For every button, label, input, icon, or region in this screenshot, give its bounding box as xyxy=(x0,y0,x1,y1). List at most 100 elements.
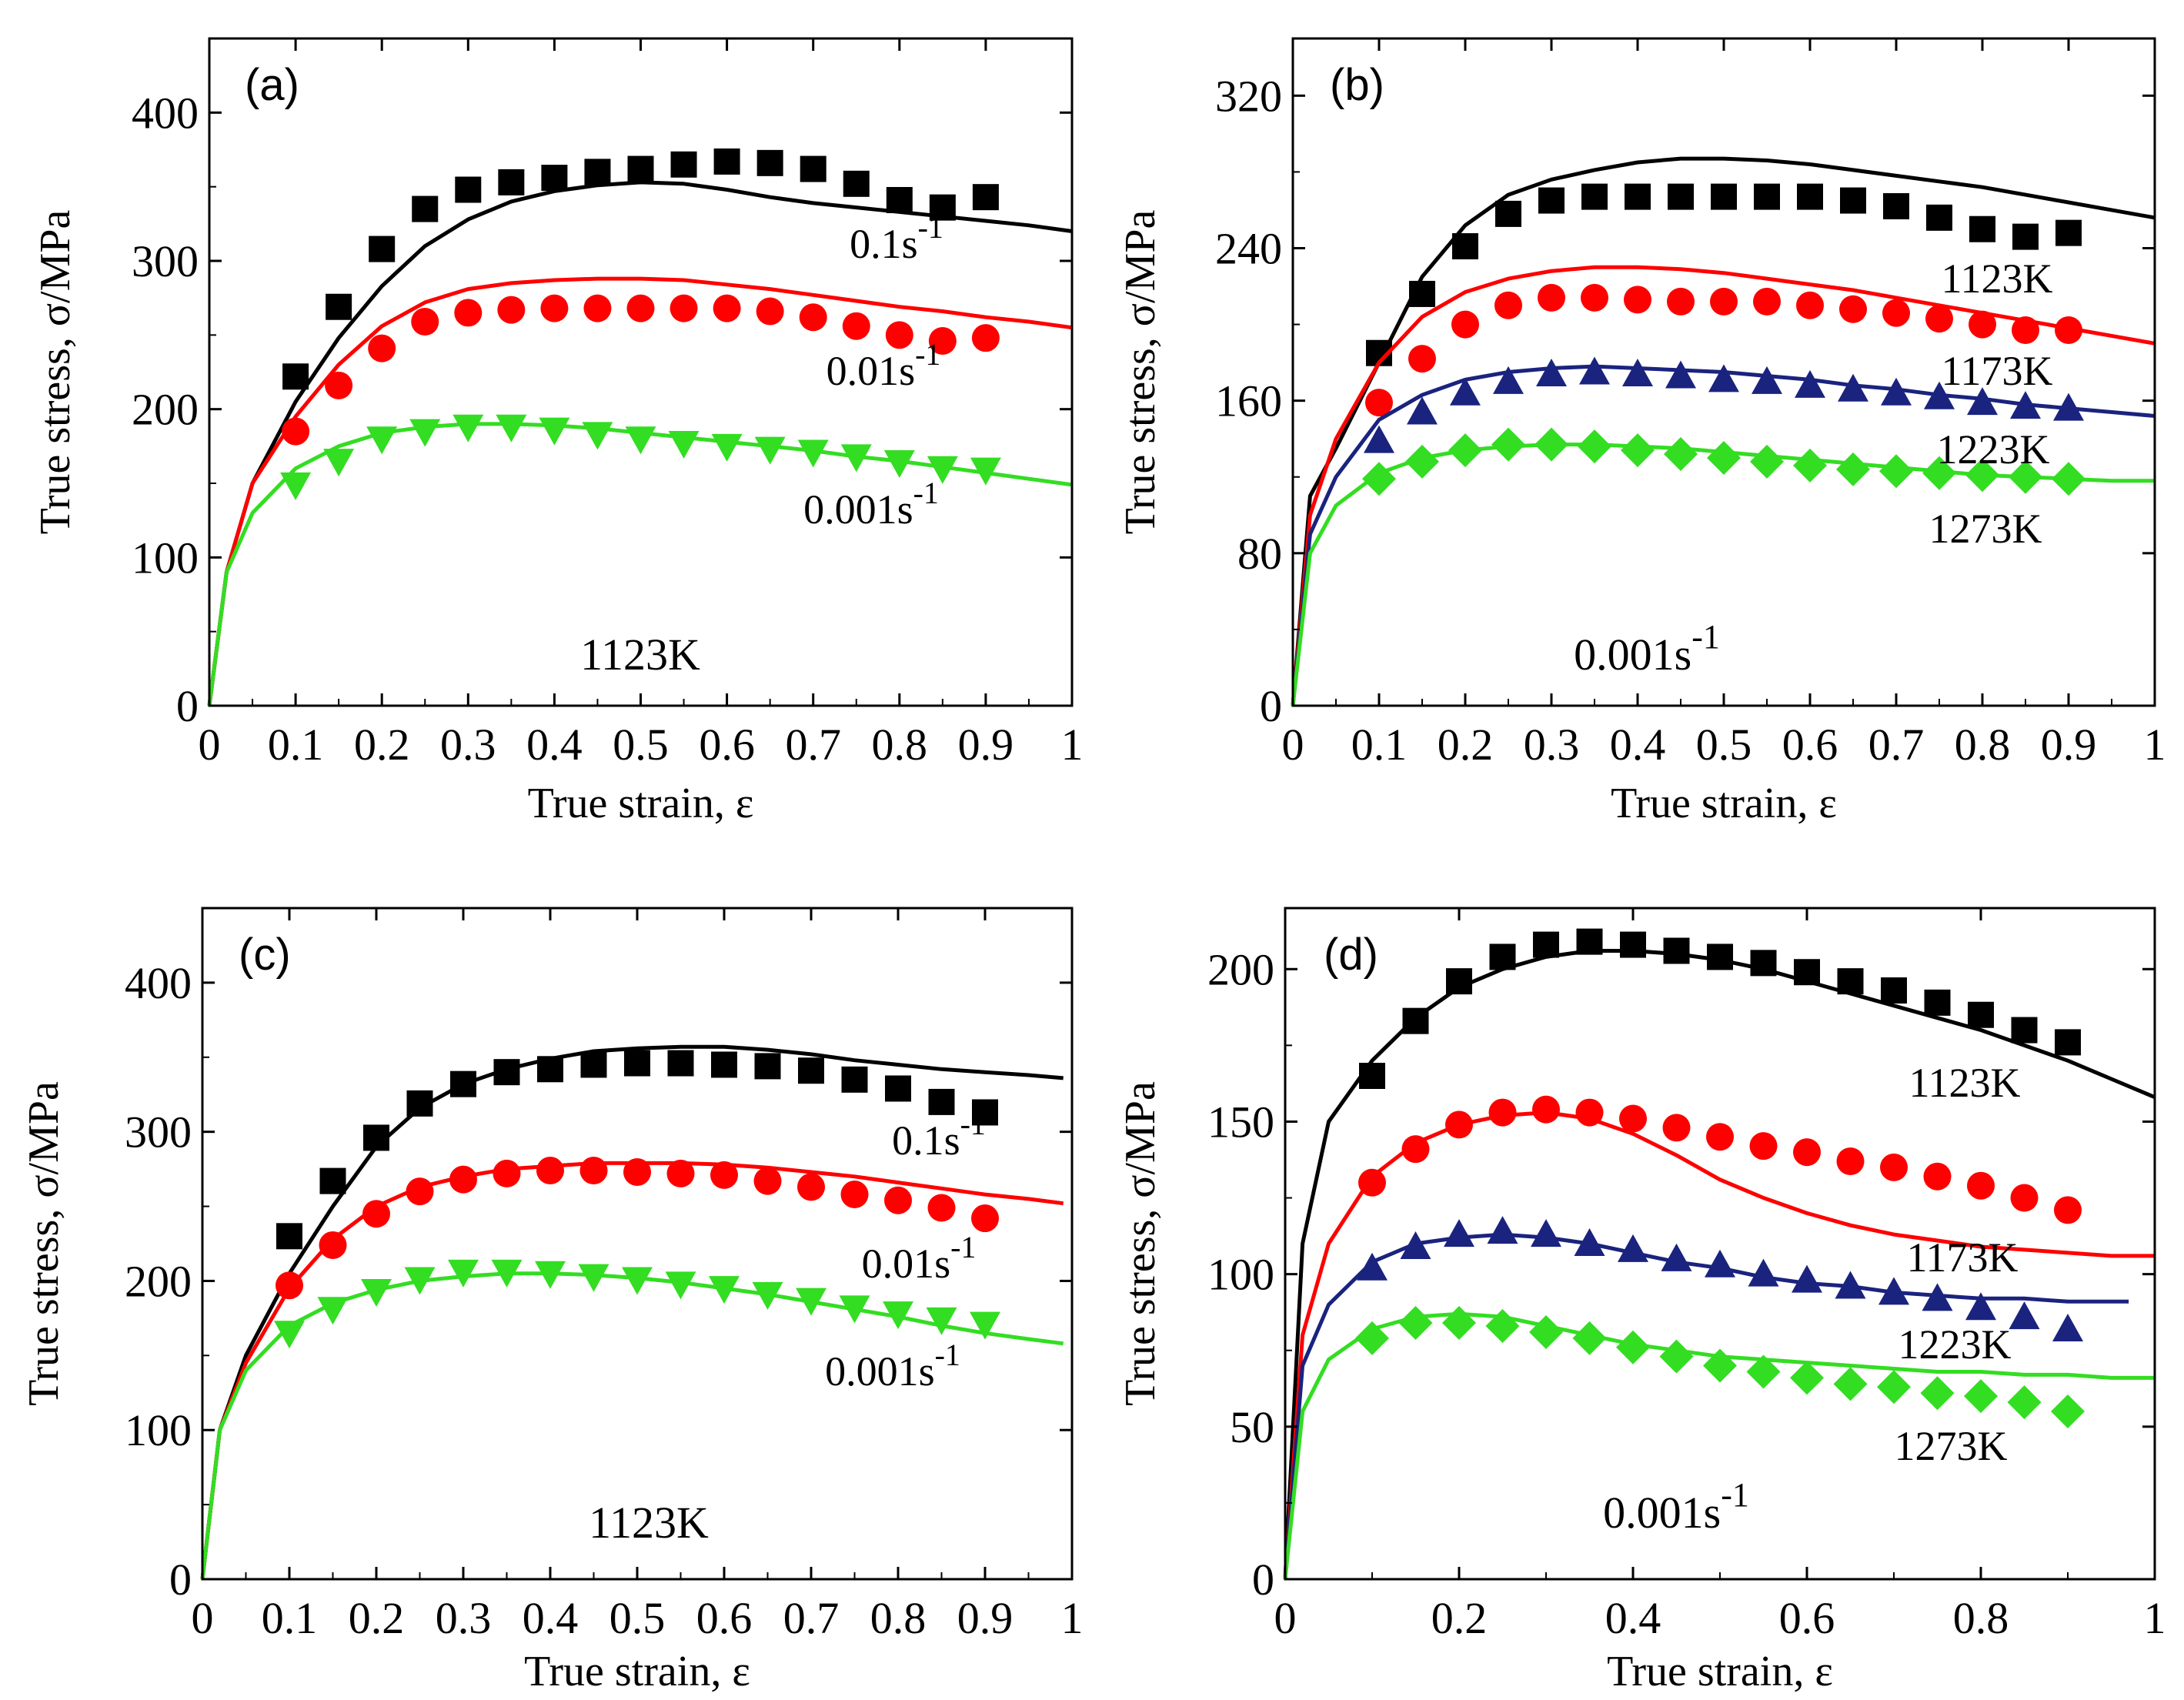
data-point xyxy=(1536,358,1567,386)
data-point xyxy=(537,1056,563,1083)
data-point xyxy=(578,1264,609,1292)
data-point xyxy=(1622,358,1653,386)
curve-label-superscript: -1 xyxy=(935,1338,960,1372)
data-point xyxy=(1578,429,1611,464)
data-point xyxy=(1881,977,1907,1004)
x-tick-label: 0.8 xyxy=(872,720,928,770)
series-1 xyxy=(207,276,1073,706)
curve-label-text: 1273K xyxy=(1895,1423,2008,1469)
x-tick-label: 0.3 xyxy=(440,720,496,770)
data-point xyxy=(411,307,439,336)
data-point xyxy=(1836,452,1870,486)
data-point xyxy=(1407,396,1438,425)
x-tick-label: 0.6 xyxy=(699,720,755,770)
data-point xyxy=(1835,1271,1866,1299)
data-point xyxy=(798,1057,824,1084)
data-point xyxy=(1452,233,1478,260)
curve-label-text: 0.1s xyxy=(892,1117,960,1164)
chart-panel-d: 0 0.2 0.4 0.6 0.8 1 0 50 100 150 200 True strain, ε… xyxy=(1117,907,2166,1695)
data-point xyxy=(1662,1114,1691,1142)
data-point xyxy=(1659,1339,1694,1374)
data-point xyxy=(1448,433,1482,468)
data-point xyxy=(713,294,741,322)
y-tick-label: 0 xyxy=(169,1555,192,1605)
x-axis-label: True strain, ε xyxy=(524,1648,750,1695)
curve-label-text: 0.001s xyxy=(825,1348,935,1394)
data-point xyxy=(1487,1216,1518,1244)
data-point xyxy=(1880,1153,1908,1181)
data-point xyxy=(2055,316,2082,345)
data-point xyxy=(1922,1283,1953,1311)
data-point xyxy=(1882,299,1910,327)
data-point xyxy=(796,1288,827,1316)
x-tick-label: 0.8 xyxy=(1955,720,2011,770)
curve-label-text: 0.01s xyxy=(827,348,916,394)
x-tick-label: 0.4 xyxy=(1605,1593,1661,1643)
curve-label-superscript: -1 xyxy=(915,337,940,372)
data-point xyxy=(1665,360,1696,389)
data-point xyxy=(1444,1219,1474,1247)
data-point xyxy=(622,1267,653,1295)
data-point xyxy=(1968,1001,1994,1028)
panel-label: (c) xyxy=(239,930,291,980)
series-line xyxy=(200,1271,1064,1580)
curve-label: 0.01s-1 xyxy=(862,1230,977,1287)
data-point xyxy=(1840,187,1866,214)
curve-label: 1223K xyxy=(1898,1321,2012,1368)
curve-label: 0.01s-1 xyxy=(827,337,941,394)
curve-label: 0.001s-1 xyxy=(803,476,939,533)
data-point xyxy=(1752,366,1782,394)
data-point xyxy=(1362,462,1396,496)
data-point xyxy=(971,324,1000,352)
data-point xyxy=(1402,1007,1429,1034)
curve-label: 0.1s-1 xyxy=(892,1107,986,1164)
data-point xyxy=(624,1050,650,1077)
data-point xyxy=(1531,1219,1561,1247)
curve-label-text: 0.001s xyxy=(803,486,913,533)
data-point xyxy=(2052,1313,2083,1341)
data-point xyxy=(1706,1123,1734,1151)
data-point xyxy=(2010,1184,2039,1212)
data-point xyxy=(1793,448,1827,483)
data-point xyxy=(1969,215,1995,242)
y-tick-label: 80 xyxy=(1237,529,1282,579)
x-tick-label: 0 xyxy=(199,720,221,770)
x-tick-label: 0.8 xyxy=(1953,1593,2009,1643)
annotation-text: 0.001s xyxy=(1574,630,1691,680)
y-axis-label: True stress, σ/MPa xyxy=(1117,1081,1164,1406)
curve-label: 1273K xyxy=(1895,1423,2008,1469)
x-tick-label: 0.2 xyxy=(1431,1593,1488,1643)
curve-label-text: 1123K xyxy=(1909,1060,2021,1106)
data-point xyxy=(1409,280,1435,307)
data-point xyxy=(1710,287,1738,316)
series-1 xyxy=(200,1157,1064,1580)
data-point xyxy=(325,371,353,399)
data-point xyxy=(711,1051,737,1078)
curve-label-superscript: -1 xyxy=(918,210,943,245)
series-line xyxy=(200,1161,1064,1580)
data-point xyxy=(362,1200,390,1228)
data-point xyxy=(368,334,396,362)
curve-label-text: 1273K xyxy=(1929,506,2042,552)
data-point xyxy=(326,293,352,320)
curve-label-superscript: -1 xyxy=(950,1230,976,1264)
data-point xyxy=(491,1259,523,1288)
y-tick-label: 300 xyxy=(125,1107,192,1157)
data-point xyxy=(754,1053,781,1080)
data-point xyxy=(1703,1348,1737,1383)
data-point xyxy=(539,417,570,446)
data-point xyxy=(1616,1330,1650,1364)
data-point xyxy=(1924,381,1955,409)
data-point xyxy=(1405,444,1439,479)
x-tick-label: 0 xyxy=(1274,1593,1297,1643)
x-tick-label: 0.5 xyxy=(613,720,669,770)
y-tick-label: 100 xyxy=(132,533,199,583)
y-tick-label: 160 xyxy=(1215,376,1282,426)
curve-label-text: 1173K xyxy=(1942,348,2053,394)
data-point xyxy=(623,1157,651,1186)
data-point xyxy=(1838,373,1868,402)
x-tick-label: 0.4 xyxy=(523,1593,579,1643)
y-tick-label: 200 xyxy=(125,1256,192,1306)
data-point xyxy=(1964,1379,1998,1414)
